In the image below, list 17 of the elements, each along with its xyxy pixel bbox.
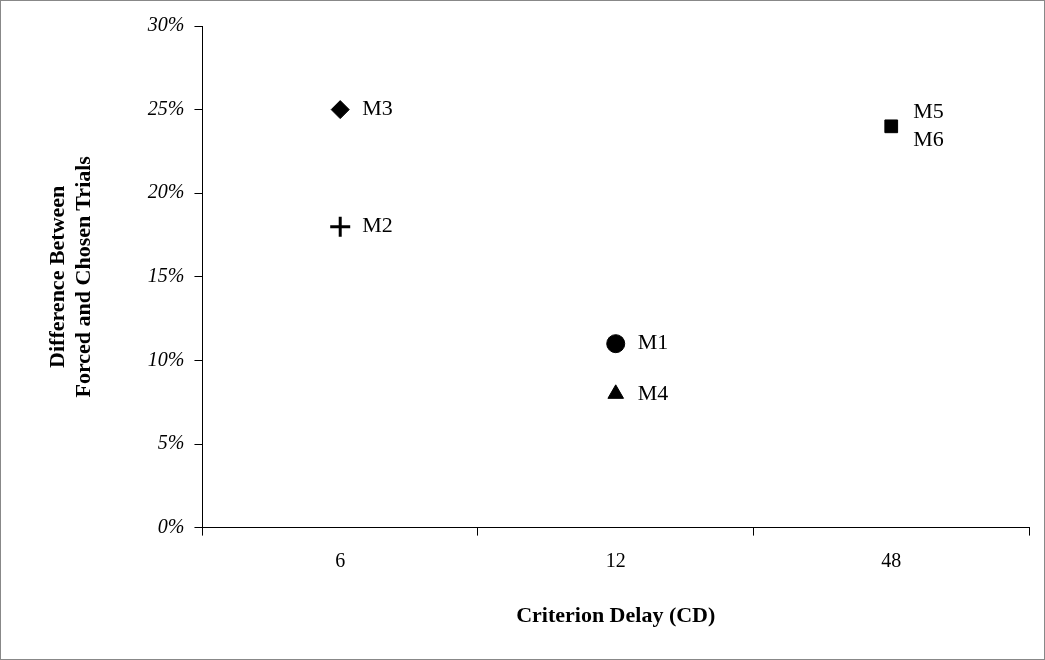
series-label: M1 — [637, 329, 669, 355]
x-axis-title: Criterion Delay (CD) — [516, 602, 716, 628]
series-label: M4 — [637, 379, 669, 405]
y-tick-label: 0% — [157, 514, 185, 537]
y-tick-label: 15% — [147, 264, 185, 287]
y-tick-label: 25% — [147, 96, 185, 119]
x-tick-label: 48 — [881, 548, 902, 571]
series-label: M3 — [362, 95, 393, 121]
y-axis-title: Difference Between Forced and Chosen Trials — [43, 155, 96, 398]
series-label: M5 M6 — [913, 98, 944, 152]
series-label: M2 — [362, 212, 393, 238]
y-tick-label: 10% — [147, 347, 185, 370]
y-tick-label: 30% — [146, 13, 185, 36]
x-tick-label: 6 — [335, 548, 346, 571]
y-tick-label: 20% — [147, 180, 185, 203]
x-tick-label: 12 — [605, 548, 626, 571]
y-tick-label: 5% — [157, 431, 185, 454]
